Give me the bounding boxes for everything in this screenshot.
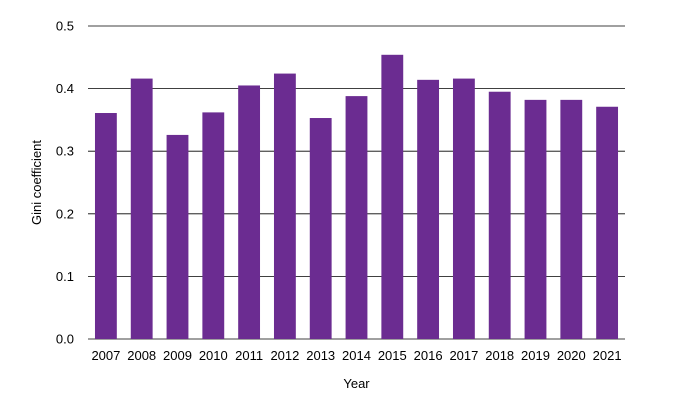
x-tick-label: 2012	[270, 348, 299, 363]
x-tick-label: 2021	[593, 348, 622, 363]
bar-2018	[488, 91, 511, 339]
bar-2007	[94, 113, 117, 339]
y-tick-labels: 0.0 0.1 0.2 0.3 0.4 0.5	[56, 19, 74, 347]
y-tick-label: 0.5	[56, 19, 74, 34]
bar-2012	[273, 73, 296, 340]
bar-2009	[166, 134, 189, 339]
y-tick-label: 0.1	[56, 269, 74, 284]
x-tick-label: 2014	[342, 348, 371, 363]
x-tick-label: 2008	[127, 348, 156, 363]
x-tick-label: 2015	[378, 348, 407, 363]
bar-2020	[560, 99, 583, 339]
bars	[94, 54, 619, 340]
x-tick-label: 2009	[163, 348, 192, 363]
x-tick-labels: 2007 2008 2009 2010 2011 2012 2013 2014 2015 2016…	[91, 348, 621, 363]
bar-2010	[202, 112, 225, 339]
bar-2019	[524, 99, 547, 339]
bar-2013	[309, 118, 332, 339]
x-tick-label: 2018	[485, 348, 514, 363]
bar-2021	[596, 106, 619, 339]
x-tick-label: 2016	[414, 348, 443, 363]
x-tick-label: 2019	[521, 348, 550, 363]
x-tick-label: 2017	[449, 348, 478, 363]
bar-2008	[130, 78, 153, 340]
bar-2011	[238, 85, 261, 339]
bar-2016	[417, 79, 440, 339]
x-tick-label: 2011	[235, 348, 263, 363]
x-tick-label: 2007	[91, 348, 120, 363]
bar-2015	[381, 54, 404, 340]
x-tick-label: 2020	[557, 348, 586, 363]
y-tick-label: 0.3	[56, 144, 74, 159]
y-tick-label: 0.0	[56, 332, 74, 347]
x-tick-label: 2013	[306, 348, 335, 363]
x-axis-title: Year	[343, 376, 370, 391]
y-tick-label: 0.4	[56, 81, 74, 96]
y-axis-title: Gini coefficient	[29, 140, 44, 225]
bar-2014	[345, 96, 368, 339]
x-tick-label: 2010	[199, 348, 228, 363]
y-tick-label: 0.2	[56, 206, 74, 221]
bar-2017	[452, 78, 475, 340]
